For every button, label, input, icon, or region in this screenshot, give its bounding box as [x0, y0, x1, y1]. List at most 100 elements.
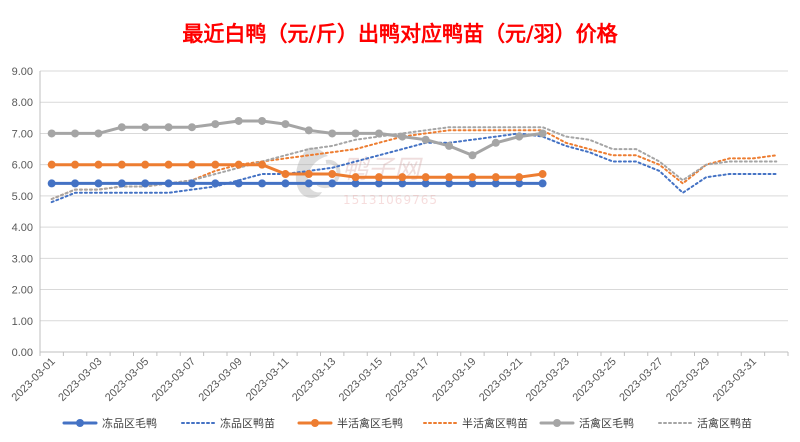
data-point	[164, 160, 173, 169]
data-point	[304, 179, 313, 188]
x-tick-label: 2023-03-31	[711, 356, 759, 404]
data-point	[141, 179, 150, 188]
data-point	[445, 179, 454, 188]
series-4	[50, 129, 778, 200]
x-tick-label: 2023-03-05	[103, 356, 151, 404]
data-point	[234, 116, 243, 125]
data-point	[71, 179, 80, 188]
x-tick-label: 2023-03-25	[571, 356, 619, 404]
legend-label: 活禽区毛鸭	[579, 416, 634, 430]
data-point	[304, 170, 313, 179]
x-tick-label: 2023-03-01	[10, 356, 58, 404]
series-line	[50, 126, 778, 200]
data-point	[281, 179, 290, 188]
series-line	[50, 163, 545, 179]
data-point	[515, 173, 524, 182]
data-point	[328, 170, 337, 179]
data-point	[141, 123, 150, 132]
x-tick-label: 2023-03-09	[197, 356, 245, 404]
data-point	[351, 129, 360, 138]
y-tick-label: 7.00	[12, 128, 33, 140]
x-tick-label: 2023-03-29	[664, 356, 712, 404]
series-line	[50, 129, 778, 200]
x-tick-label: 2023-03-13	[290, 356, 338, 404]
data-point	[164, 179, 173, 188]
data-point	[468, 173, 477, 182]
legend-label: 冻品区毛鸭	[102, 416, 157, 430]
y-tick-label: 6.00	[12, 160, 33, 172]
legend-label: 冻品区鸭苗	[220, 416, 275, 430]
data-point	[211, 179, 220, 188]
data-point	[538, 129, 547, 138]
legend-label: 半活禽区毛鸭	[337, 416, 403, 430]
x-tick-label: 2023-03-27	[617, 356, 665, 404]
data-point	[187, 160, 196, 169]
data-point	[47, 129, 56, 138]
legend-item: 冻品区鸭苗	[181, 416, 275, 430]
data-point	[94, 160, 103, 169]
legend-item: 半活禽区鸭苗	[423, 416, 528, 430]
legend-label: 活禽区鸭苗	[697, 416, 752, 430]
data-point	[117, 160, 126, 169]
data-point	[71, 129, 80, 138]
legend: 冻品区毛鸭 冻品区鸭苗 半活禽区毛鸭 半活禽区鸭苗 活禽区毛鸭 活禽区鸭苗	[62, 416, 752, 430]
data-point	[445, 141, 454, 150]
data-point	[234, 179, 243, 188]
legend-item: 冻品区毛鸭	[62, 416, 157, 430]
data-point	[421, 135, 430, 144]
data-point	[515, 179, 524, 188]
x-tick-label: 2023-03-19	[430, 356, 478, 404]
x-tick-label: 2023-03-17	[384, 356, 432, 404]
y-tick-label: 9.00	[12, 66, 33, 78]
x-tick-label: 2023-03-23	[524, 356, 572, 404]
x-tick-label: 2023-03-21	[477, 356, 525, 404]
data-point	[351, 173, 360, 182]
series-3	[47, 160, 547, 182]
y-tick-label: 1.00	[12, 316, 33, 328]
watermark: 鸭子网 15131069765	[295, 147, 438, 207]
watermark-phone: 15131069765	[343, 193, 438, 207]
series-5	[47, 116, 547, 160]
data-point	[281, 170, 290, 179]
data-point	[94, 179, 103, 188]
y-tick-label: 2.00	[12, 285, 33, 297]
data-point	[47, 160, 56, 169]
data-point	[538, 170, 547, 179]
data-point	[468, 179, 477, 188]
data-point	[445, 173, 454, 182]
data-point	[351, 179, 360, 188]
axes: 0.00 1.00 2.00 3.00 4.00 5.00 6.00 7.00 8.00 9.00…	[10, 66, 789, 404]
x-tick-label: 2023-03-15	[337, 356, 385, 404]
legend-marker	[311, 419, 319, 427]
data-point	[491, 138, 500, 147]
data-point	[398, 173, 407, 182]
data-point	[491, 179, 500, 188]
data-point	[398, 179, 407, 188]
x-tick-label: 2023-03-03	[56, 356, 104, 404]
data-point	[398, 132, 407, 141]
data-point	[94, 129, 103, 138]
x-tick-label: 2023-03-11	[244, 356, 292, 404]
legend-label: 半活禽区鸭苗	[462, 416, 528, 430]
data-point	[187, 179, 196, 188]
data-point	[211, 120, 220, 129]
series-1	[47, 179, 547, 188]
series-layer	[47, 116, 778, 204]
data-point	[421, 179, 430, 188]
data-point	[211, 160, 220, 169]
legend-item: 活禽区毛鸭	[539, 416, 634, 430]
data-point	[328, 129, 337, 138]
data-point	[164, 123, 173, 132]
legend-marker	[553, 419, 561, 427]
data-point	[374, 173, 383, 182]
legend-item: 半活禽区毛鸭	[297, 416, 403, 430]
data-point	[234, 160, 243, 169]
data-point	[421, 173, 430, 182]
series-line	[50, 132, 778, 204]
series-line	[50, 119, 545, 157]
x-tick-label: 2023-03-07	[150, 356, 198, 404]
data-point	[117, 179, 126, 188]
data-point	[281, 120, 290, 129]
data-point	[71, 160, 80, 169]
